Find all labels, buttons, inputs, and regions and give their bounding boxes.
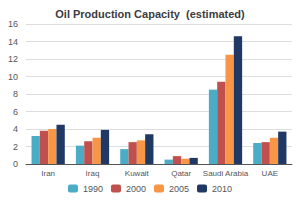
svg-text:2: 2 [13, 142, 18, 152]
svg-text:1990: 1990 [83, 184, 103, 194]
svg-text:2005: 2005 [169, 184, 189, 194]
svg-text:Oil Production Capacity (esti: Oil Production Capacity (estimated) [55, 8, 245, 20]
svg-text:10: 10 [8, 72, 18, 82]
svg-text:UAE: UAE [262, 169, 278, 178]
svg-text:0: 0 [13, 159, 18, 169]
svg-text:Qatar: Qatar [171, 169, 191, 178]
svg-text:12: 12 [8, 54, 18, 64]
svg-text:Saudi Arabia: Saudi Arabia [203, 169, 249, 178]
svg-text:Kuwait: Kuwait [125, 169, 150, 178]
svg-text:Iran: Iran [41, 169, 55, 178]
svg-text:6: 6 [13, 107, 18, 117]
svg-text:Iraq: Iraq [86, 169, 100, 178]
svg-text:2000: 2000 [126, 184, 146, 194]
svg-text:8: 8 [13, 89, 18, 99]
svg-text:2010: 2010 [212, 184, 232, 194]
svg-text:14: 14 [8, 37, 18, 47]
svg-text:16: 16 [8, 19, 18, 29]
svg-text:4: 4 [13, 124, 18, 134]
